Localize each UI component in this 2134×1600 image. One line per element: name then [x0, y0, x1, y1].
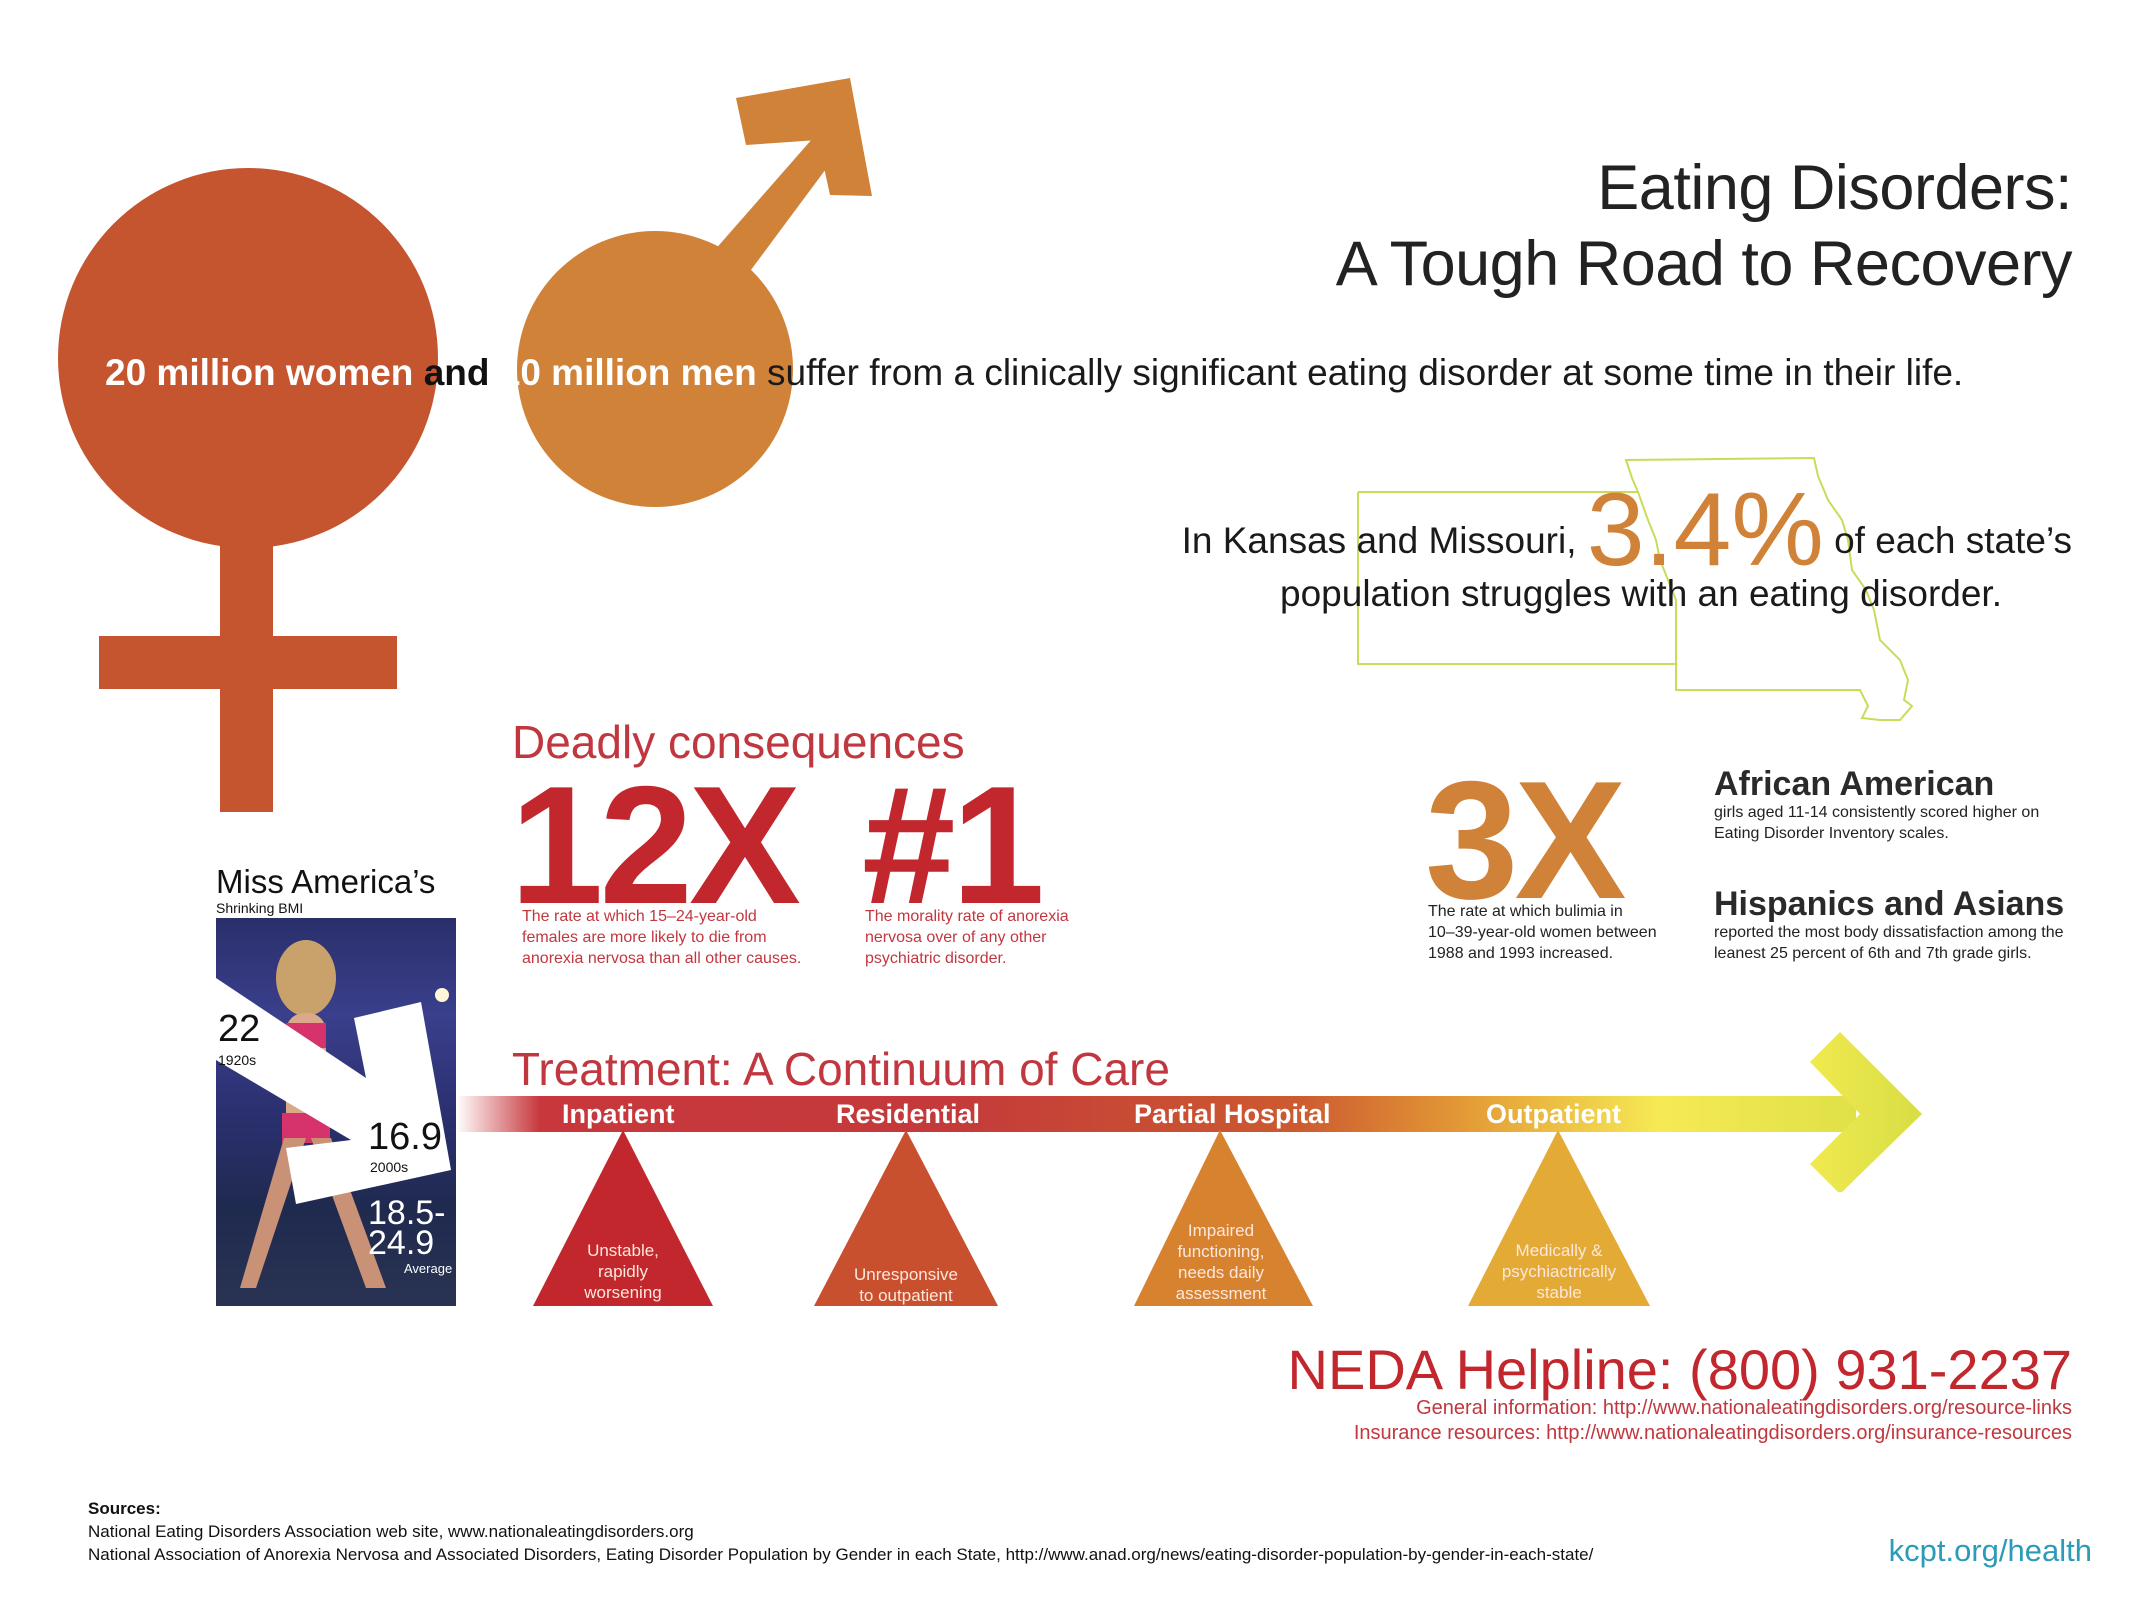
stage-desc-line: rapidly — [597, 1262, 649, 1281]
kcpt-health-link[interactable]: kcpt.org/health — [1888, 1533, 2092, 1568]
bmi-1920s-label: 1920s — [218, 1052, 257, 1068]
deadly-consequences-heading: Deadly consequences — [512, 716, 965, 768]
treatment-heading: Treatment: A Continuum of Care — [512, 1043, 1170, 1095]
stage-desc-line: assessment — [1175, 1284, 1267, 1303]
title-line-2: A Tough Road to Recovery — [1335, 229, 2073, 299]
stat-12x-description: The rate at which 15–24-year-old females… — [522, 906, 801, 969]
group-heading: African American — [1714, 765, 1995, 803]
group-hispanics-asians: Hispanics and Asians reported the most b… — [1714, 886, 2064, 964]
miss-america-heading: Miss America’s — [216, 863, 436, 900]
continuum-bar — [456, 1096, 1856, 1132]
triangle-residential-icon — [814, 1130, 998, 1306]
ksmo-percent: 3.4% — [1586, 472, 1824, 588]
stat-number-one-line: nervosa over of any other — [865, 929, 1047, 946]
stage-desc-line: Unresponsive — [854, 1265, 958, 1284]
bmi-average-value: 18.5- 24.9 — [368, 1194, 446, 1262]
insurance-resources-link[interactable]: Insurance resources: http://www.national… — [1353, 1422, 2072, 1444]
miss-america-subheading: Shrinking BMI — [216, 900, 304, 916]
stat-number-one-line: psychiatric disorder. — [865, 950, 1007, 967]
stat-number-one-value: #1 — [862, 751, 1045, 939]
neda-helpline[interactable]: NEDA Helpline: (800) 931-2237 — [1287, 1338, 2072, 1401]
group-text: leanest 25 percent of 6th and 7th grade … — [1714, 945, 2032, 962]
title-line-1: Eating Disorders: — [1597, 153, 2072, 223]
stage-label-residential: Residential — [836, 1099, 981, 1129]
group-text: girls aged 11-14 consistently scored hig… — [1714, 804, 2040, 821]
stage-label-inpatient: Inpatient — [562, 1099, 675, 1129]
source-item: National Eating Disorders Association we… — [88, 1522, 694, 1541]
bmi-2000s-label: 2000s — [370, 1159, 409, 1175]
source-item: National Association of Anorexia Nervosa… — [88, 1545, 1594, 1564]
stat-3x-value: 3X — [1425, 746, 1626, 934]
sources: Sources: National Eating Disorders Assoc… — [88, 1497, 1593, 1566]
headline-rest: suffer from a clinically significant eat… — [767, 352, 1964, 393]
stage-desc-line: Unstable, — [587, 1241, 659, 1260]
ksmo-line-2: population struggles with an eating diso… — [1280, 573, 2002, 614]
stat-12x-line: females are more likely to die from — [522, 929, 767, 946]
stage-label-outpatient: Outpatient — [1486, 1099, 1621, 1129]
bmi-average-label: Average — [404, 1261, 453, 1276]
stage-desc-line: Medically & — [1515, 1241, 1603, 1260]
triangle-outpatient-icon — [1468, 1130, 1650, 1306]
kansas-missouri-stat: In Kansas and Missouri, 3.4% of each sta… — [1181, 478, 2072, 618]
stat-3x-line: 1988 and 1993 increased. — [1428, 945, 1614, 962]
group-heading: Hispanics and Asians — [1714, 885, 2065, 923]
stat-12x-line: The rate at which 15–24-year-old — [522, 908, 757, 925]
stage-desc-line: needs daily — [1177, 1263, 1264, 1282]
triangle-inpatient-icon — [533, 1130, 713, 1306]
headline-sentence: 20 million women and 10 million men suff… — [105, 350, 1963, 396]
bmi-average-line: 18.5- — [368, 1194, 446, 1232]
stat-number-one-description: The morality rate of anorexia nervosa ov… — [865, 906, 1069, 969]
sources-heading: Sources: — [88, 1499, 161, 1518]
bmi-average-line: 24.9 — [368, 1224, 435, 1262]
stage-desc-line: psychiactrically — [1501, 1262, 1617, 1281]
men-count: 10 million men — [499, 352, 757, 393]
women-count: 20 million women — [105, 352, 414, 393]
stage-desc-inpatient: Unstable, rapidly worsening — [543, 1240, 703, 1303]
stat-3x-line: The rate at which bulimia in — [1428, 903, 1623, 920]
miss-america-photo: 22 1920s 16.9 2000s 18.5- 24.9 Average — [216, 918, 456, 1306]
stage-desc-partial-hospital: Impaired functioning, needs daily assess… — [1141, 1220, 1301, 1304]
page-title: Eating Disorders: A Tough Road to Recove… — [1335, 150, 2073, 302]
group-text: reported the most body dissatisfaction a… — [1714, 924, 2064, 941]
stage-desc-outpatient: Medically & psychiactrically stable — [1479, 1240, 1639, 1303]
stat-12x-line: anorexia nervosa than all other causes. — [522, 950, 802, 967]
stage-desc-residential: Unresponsive to outpatient — [826, 1264, 986, 1306]
stat-number-one-line: The morality rate of anorexia — [865, 908, 1069, 925]
continuum-arrowhead-icon — [1810, 1032, 1922, 1192]
stat-3x-line: 10–39-year-old women between — [1428, 924, 1657, 941]
and-word: and — [423, 352, 490, 393]
stat-12x-value: 12X — [510, 751, 801, 939]
bmi-1920s-value: 22 — [218, 1008, 261, 1050]
stage-label-partial-hospital: Partial Hospital — [1134, 1099, 1331, 1129]
group-african-american: African American girls aged 11-14 consis… — [1714, 766, 2039, 844]
bmi-2000s-value: 16.9 — [368, 1116, 442, 1158]
triangle-partial-hospital-icon — [1134, 1130, 1313, 1306]
group-text: Eating Disorder Inventory scales. — [1714, 825, 1949, 842]
down-arrow-icon — [216, 978, 451, 1204]
stage-desc-line: stable — [1536, 1283, 1582, 1302]
ksmo-prefix: In Kansas and Missouri, — [1181, 520, 1577, 561]
general-info-link[interactable]: General information: http://www.national… — [1416, 1397, 2072, 1419]
stage-desc-line: functioning, — [1177, 1242, 1265, 1261]
stage-desc-line: Impaired — [1187, 1221, 1255, 1240]
stage-desc-line: to outpatient — [859, 1286, 953, 1305]
stage-desc-line: worsening — [584, 1283, 662, 1302]
stat-3x-description: The rate at which bulimia in 10–39-year-… — [1428, 901, 1657, 964]
ksmo-suffix: of each state’s — [1834, 520, 2072, 561]
